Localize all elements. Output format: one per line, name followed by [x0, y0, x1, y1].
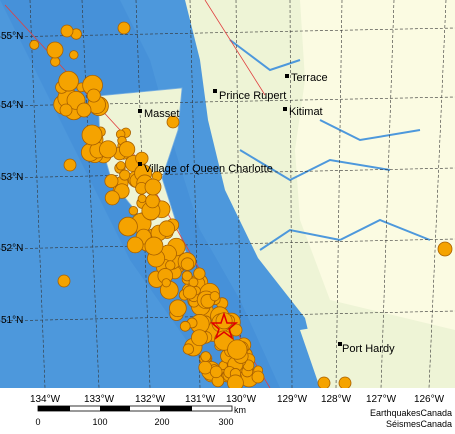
earthquake	[81, 124, 103, 146]
lon-label: 128°W	[321, 394, 352, 405]
scale-segment	[100, 406, 130, 411]
place-label: Port Hardy	[342, 343, 395, 355]
earthquake	[104, 174, 119, 189]
earthquake	[60, 24, 74, 38]
earthquake	[180, 257, 195, 271]
earthquake	[104, 190, 120, 206]
place-dot	[138, 162, 142, 166]
earthquake	[29, 39, 40, 50]
scale-label: 100	[92, 417, 107, 427]
place-dot	[283, 107, 287, 111]
place-dot	[338, 342, 342, 346]
earthquake	[209, 365, 223, 379]
lon-label: 126°W	[414, 394, 445, 405]
coastal-land	[150, 0, 455, 388]
earthquake	[86, 88, 101, 103]
lon-label: 130°W	[226, 394, 257, 405]
lon-label: 131°W	[185, 394, 216, 405]
earthquake	[63, 158, 77, 172]
earthquake	[137, 194, 147, 204]
earthquake	[50, 56, 61, 67]
scale-label: 200	[154, 417, 169, 427]
place-dot	[285, 74, 289, 78]
scale-label: 0	[35, 417, 40, 427]
lon-label: 129°W	[277, 394, 308, 405]
rivers	[229, 39, 431, 251]
earthquakes	[29, 21, 453, 392]
earthquake	[99, 140, 117, 159]
earthquake	[145, 193, 160, 209]
scale-label: 300	[218, 417, 233, 427]
earthquake	[182, 343, 195, 355]
scale-segment	[38, 406, 70, 411]
earthquake	[118, 216, 138, 237]
earthquake	[76, 102, 92, 118]
epicentre-star	[209, 311, 239, 341]
earthquake	[338, 376, 352, 390]
earthquake	[200, 351, 212, 362]
earthquake	[59, 103, 73, 117]
earthquake	[117, 21, 131, 35]
lon-label: 132°W	[135, 394, 166, 405]
lon-label: 134°W	[30, 394, 61, 405]
lon-label: 127°W	[366, 394, 397, 405]
earthquake	[126, 236, 144, 254]
earthquake	[317, 376, 331, 390]
place-dot	[138, 109, 142, 113]
earthquake	[144, 236, 164, 256]
earthquake	[181, 270, 193, 282]
vancouver-island	[300, 320, 455, 388]
place-label: Kitimat	[289, 106, 323, 118]
earthquake	[128, 206, 139, 216]
earthquake	[166, 115, 180, 129]
earthquake	[227, 339, 248, 360]
places: Terrace Prince Rupert Kitimat Masset Vil…	[138, 72, 395, 355]
scale-bar: km 0 100 200 300	[35, 405, 246, 427]
earthquake	[119, 169, 131, 181]
earthquake	[209, 291, 220, 302]
earthquake	[182, 285, 197, 300]
lat-label: 51°N	[1, 315, 23, 326]
earthquake	[158, 220, 176, 237]
earthquake	[437, 241, 453, 257]
lat-label: 54°N	[1, 100, 23, 111]
earthquake	[251, 370, 265, 384]
earthquake	[179, 320, 191, 332]
earthquake	[118, 141, 136, 158]
lat-label: 53°N	[1, 172, 23, 183]
earthquake	[116, 161, 126, 171]
earthquake	[57, 274, 71, 288]
place-label: Village of Queen Charlotte	[144, 163, 273, 175]
lat-labels: 55°N 54°N 53°N 52°N 51°N	[1, 31, 23, 326]
place-label: Masset	[144, 108, 179, 120]
lat-label: 52°N	[1, 243, 23, 254]
lat-label: 55°N	[1, 31, 23, 42]
earthquake	[191, 329, 208, 347]
scale-unit: km	[234, 405, 246, 415]
scale-segment	[160, 406, 192, 411]
earthquake	[169, 299, 187, 318]
earthquake	[198, 360, 213, 375]
earthquake	[161, 278, 171, 288]
lon-label: 133°W	[84, 394, 115, 405]
credit: EarthquakesCanada	[370, 408, 452, 418]
earthquake	[58, 70, 79, 92]
place-label: Prince Rupert	[219, 90, 286, 102]
earthquake	[193, 267, 206, 280]
lon-labels: 134°W 133°W 132°W 131°W 130°W 129°W 128°…	[30, 394, 445, 405]
earthquake	[46, 41, 64, 59]
earthquake	[144, 178, 162, 196]
credit: SéismesCanada	[386, 419, 452, 429]
place-label: Terrace	[291, 72, 328, 84]
earthquake	[69, 50, 79, 60]
place-dot	[213, 89, 217, 93]
